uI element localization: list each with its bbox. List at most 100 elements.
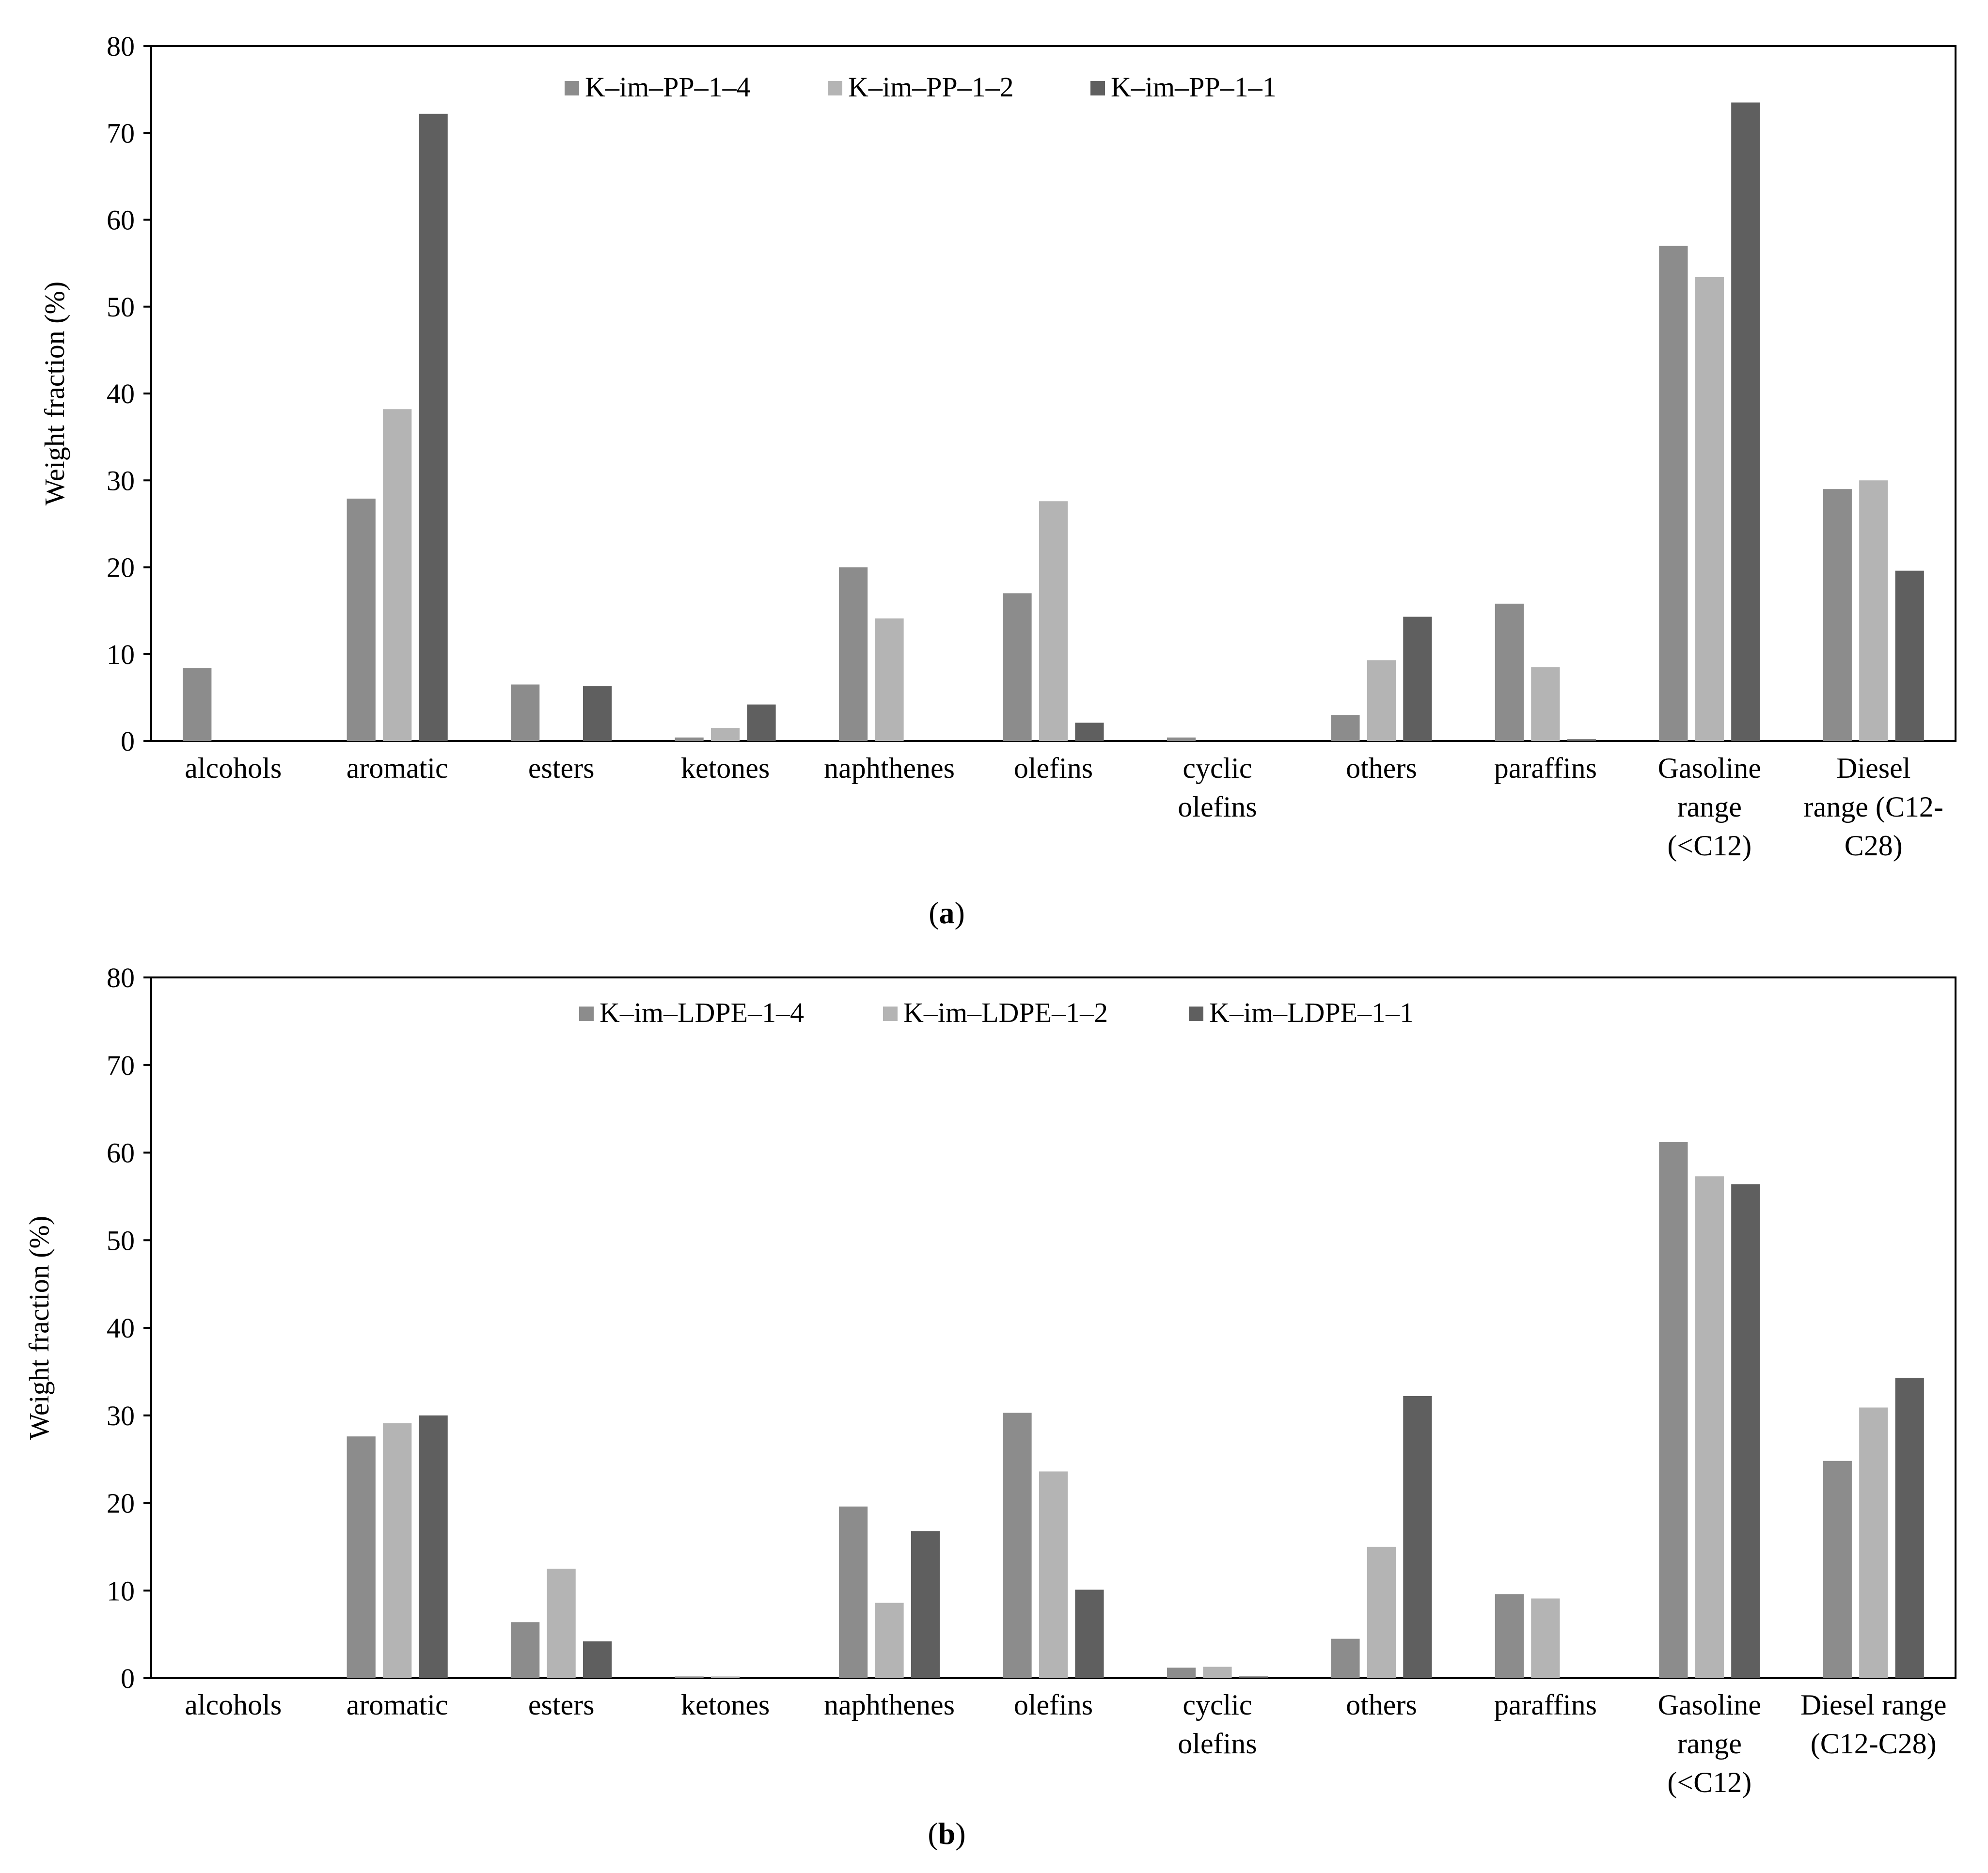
x-tick-label: Gasoline range (<C12) [1658, 752, 1761, 862]
bar [419, 1415, 448, 1678]
x-tick-label: ketones [681, 1689, 770, 1721]
bar [347, 1436, 376, 1678]
bar [1331, 715, 1360, 741]
bar [183, 668, 212, 741]
bar [1403, 616, 1432, 741]
bar [1659, 1142, 1688, 1678]
legend-swatch [1090, 81, 1105, 95]
legend-swatch [565, 81, 579, 95]
y-tick-label: 50 [107, 291, 135, 323]
bar [1531, 667, 1560, 741]
bar [1167, 737, 1196, 741]
x-tick-label: ketones [681, 752, 770, 784]
x-tick-label: others [1346, 752, 1417, 784]
bar [1039, 1471, 1068, 1678]
y-tick-label: 30 [107, 1400, 135, 1432]
y-tick-label: 70 [107, 117, 135, 149]
x-tick-label: olefins [1014, 752, 1093, 784]
bar [747, 704, 776, 741]
bar [1331, 1638, 1360, 1678]
x-tick-label: paraffins [1494, 1689, 1597, 1721]
y-axis-label: Weight fraction (%) [23, 1216, 55, 1440]
x-tick-label: Diesel range (C12-C28) [1804, 752, 1943, 862]
bar [675, 737, 704, 741]
bar [583, 1641, 612, 1678]
bar [675, 1676, 704, 1678]
x-tick-label: paraffins [1494, 752, 1597, 784]
bar [1859, 480, 1888, 741]
bar [1731, 102, 1760, 741]
x-tick-label: olefins [1014, 1689, 1093, 1721]
bar [1075, 1590, 1104, 1678]
legend-swatch [1189, 1007, 1203, 1021]
chart-panel-1: 0 10 20 30 40 50 60 70 80 Weight fraction (%) alco… [39, 31, 1956, 930]
y-tick-label: 80 [107, 962, 135, 993]
bar [383, 1423, 412, 1678]
bar [1003, 593, 1032, 741]
bar [1403, 1396, 1432, 1678]
x-tick-label: aromatic [347, 752, 448, 784]
legend-entry: K–im–LDPE–1–2 [903, 997, 1108, 1028]
bar [1823, 1461, 1852, 1678]
y-tick-label: 60 [107, 205, 135, 236]
panel-label: (a) [929, 896, 965, 930]
bar [511, 1622, 540, 1678]
bar [1003, 1413, 1032, 1678]
y-tick-label: 50 [107, 1225, 135, 1256]
bar [1367, 660, 1396, 741]
bar [710, 728, 740, 741]
legend-swatch [828, 81, 842, 95]
bar [1039, 501, 1068, 741]
bar [1495, 603, 1524, 741]
bar [511, 684, 540, 741]
legend-entry: K–im–LDPE–1–4 [600, 997, 804, 1028]
bar [875, 618, 904, 741]
x-tick-label: cyclic olefins [1178, 752, 1257, 823]
legend-swatch [883, 1007, 898, 1021]
y-axis-label: Weight fraction (%) [39, 282, 70, 505]
legend-entry: K–im–PP–1–1 [1111, 71, 1277, 103]
legend-swatch [579, 1007, 594, 1021]
y-tick-label: 0 [121, 1663, 135, 1694]
x-tick-label: cyclic olefins [1178, 1689, 1257, 1760]
bar [710, 1676, 740, 1678]
bar [1531, 1598, 1560, 1678]
bar [1695, 277, 1724, 741]
bar [838, 567, 868, 741]
bar [1695, 1176, 1724, 1678]
bar [1203, 1667, 1232, 1678]
bar [1859, 1407, 1888, 1678]
bar [419, 113, 448, 741]
bar [838, 1506, 868, 1678]
y-tick-label: 20 [107, 552, 135, 583]
bar [1731, 1184, 1760, 1678]
x-tick-label: alcohols [185, 1689, 282, 1721]
y-tick-label: 20 [107, 1488, 135, 1519]
x-tick-label: others [1346, 1689, 1417, 1721]
legend-entry: K–im–PP–1–4 [585, 71, 751, 103]
x-tick-label: naphthenes [824, 1689, 955, 1721]
bar [1895, 570, 1924, 741]
x-tick-label: esters [528, 752, 595, 784]
bar [1567, 739, 1596, 741]
bar [1495, 1594, 1524, 1678]
bar [1239, 1676, 1268, 1678]
legend-entry: K–im–LDPE–1–1 [1209, 997, 1414, 1028]
x-tick-label: naphthenes [824, 752, 955, 784]
bar [911, 1531, 940, 1678]
y-tick-label: 80 [107, 31, 135, 62]
bar [547, 1569, 576, 1678]
bar [1167, 1668, 1196, 1678]
bar [1075, 723, 1104, 741]
bar [1895, 1378, 1924, 1678]
x-tick-label: Gasoline range (<C12) [1658, 1689, 1761, 1798]
panel-label: (b) [928, 1816, 965, 1851]
bar [347, 498, 376, 741]
bar [1367, 1546, 1396, 1678]
y-tick-label: 70 [107, 1050, 135, 1081]
bar [583, 686, 612, 741]
y-tick-label: 40 [107, 1312, 135, 1344]
x-tick-label: esters [528, 1689, 595, 1721]
y-tick-label: 10 [107, 639, 135, 670]
y-tick-label: 40 [107, 378, 135, 409]
